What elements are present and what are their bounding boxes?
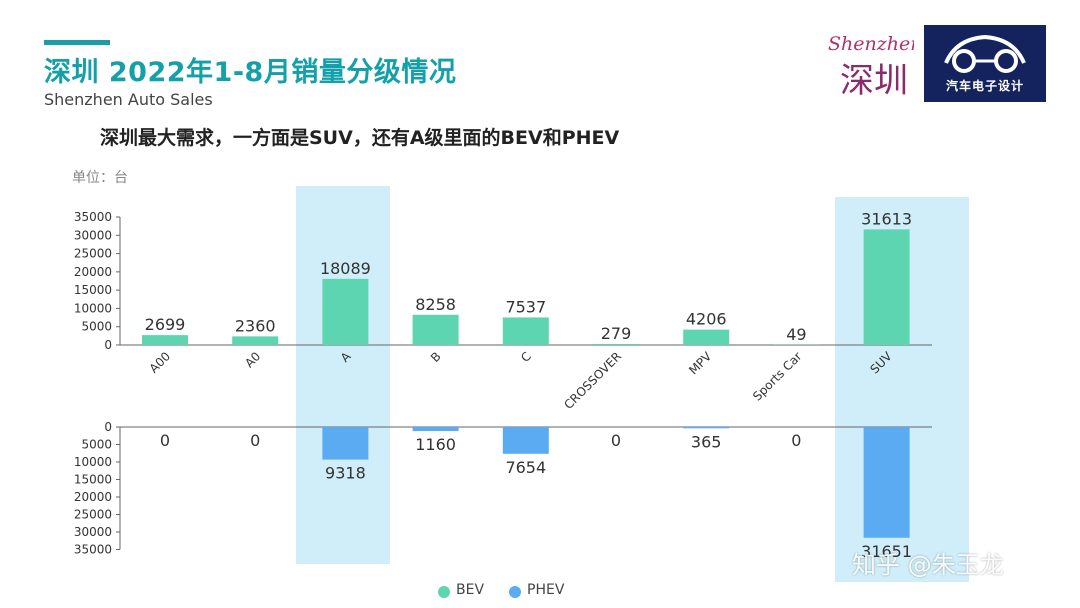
phev-bar	[412, 427, 459, 432]
car-outline-icon	[944, 34, 1026, 73]
category-label: A0	[242, 349, 263, 370]
bev-bar	[232, 336, 279, 345]
page-title: 深圳 2022年1-8月销量分级情况	[44, 57, 457, 88]
phev-data-label: 0	[611, 431, 621, 450]
legend-phev-swatch	[509, 586, 521, 598]
phev-y-tick-label: 15000	[74, 473, 112, 487]
bev-y-tick-label: 35000	[74, 210, 112, 224]
shenzhen-logo: Shenzhen 深圳	[828, 33, 914, 100]
unit-label: 单位：台	[72, 170, 128, 186]
phev-data-label: 31651	[861, 542, 912, 561]
phev-y-tick-label: 30000	[74, 525, 112, 539]
bev-y-tick-label: 30000	[74, 228, 112, 242]
brand-logo: 汽车电子设计	[924, 25, 1046, 102]
phev-y-tick-label: 25000	[74, 508, 112, 522]
phev-y-tick-label: 5000	[81, 438, 112, 452]
phev-bar	[502, 427, 549, 454]
bev-y-tick-label: 25000	[74, 247, 112, 261]
bev-bar	[502, 317, 549, 345]
page-subtitle: Shenzhen Auto Sales	[44, 90, 213, 109]
phev-y-tick-label: 10000	[74, 455, 112, 469]
bev-data-label: 279	[601, 324, 632, 343]
bev-data-label: 49	[786, 325, 806, 344]
phev-y-tick-label: 20000	[74, 490, 112, 504]
phev-data-label: 365	[691, 432, 722, 451]
bev-data-label: 18089	[320, 259, 371, 278]
phev-data-label: 9318	[325, 464, 366, 483]
category-label: MPV	[686, 349, 715, 378]
bev-bar	[863, 229, 910, 345]
bev-bar	[683, 329, 730, 345]
phev-bar	[322, 427, 369, 460]
title-accent-bar	[44, 40, 110, 45]
bev-y-tick-label: 10000	[74, 301, 112, 315]
category-label: Sports Car	[750, 349, 804, 403]
legend-phev-label: PHEV	[527, 582, 565, 598]
phev-data-label: 0	[160, 431, 170, 450]
bev-data-label: 4206	[686, 310, 727, 329]
bev-y-tick-label: 20000	[74, 265, 112, 279]
bev-data-label: 8258	[415, 295, 456, 314]
phev-data-label: 1160	[415, 435, 456, 454]
headline: 深圳最大需求，一方面是SUV，还有A级里面的BEV和PHEV	[100, 127, 620, 149]
bev-data-label: 31613	[861, 209, 912, 228]
category-label: A00	[147, 349, 174, 376]
bev-y-tick-label: 0	[104, 338, 112, 352]
shenzhen-logo-chinese: 深圳	[840, 61, 908, 100]
brand-logo-label: 汽车电子设计	[945, 79, 1024, 93]
phev-y-tick-label: 35000	[74, 543, 112, 557]
bev-data-label: 2699	[145, 315, 186, 334]
bev-bar	[412, 314, 459, 345]
bev-bar	[322, 278, 369, 345]
category-label: C	[518, 349, 534, 365]
watermark: 知乎 @朱玉龙	[852, 551, 1004, 579]
bev-bar	[142, 335, 188, 345]
bev-data-label: 2360	[235, 316, 276, 335]
bev-y-tick-label: 15000	[74, 283, 112, 297]
category-label: B	[428, 349, 444, 365]
phev-data-label: 0	[250, 431, 260, 450]
bev-data-label: 7537	[505, 297, 546, 316]
phev-bar	[863, 427, 910, 538]
shenzhen-logo-script: Shenzhen	[828, 33, 914, 55]
legend-bev-swatch	[438, 586, 450, 598]
phev-data-label: 7654	[505, 458, 546, 477]
highlight-band-a	[296, 186, 390, 564]
phev-bar	[683, 427, 730, 429]
legend-bev-label: BEV	[456, 582, 485, 598]
category-label: CROSSOVER	[561, 349, 624, 412]
bev-y-tick-label: 5000	[81, 320, 112, 334]
bev-bar	[593, 343, 639, 345]
phev-y-tick-label: 0	[104, 420, 112, 434]
phev-data-label: 0	[791, 431, 801, 450]
